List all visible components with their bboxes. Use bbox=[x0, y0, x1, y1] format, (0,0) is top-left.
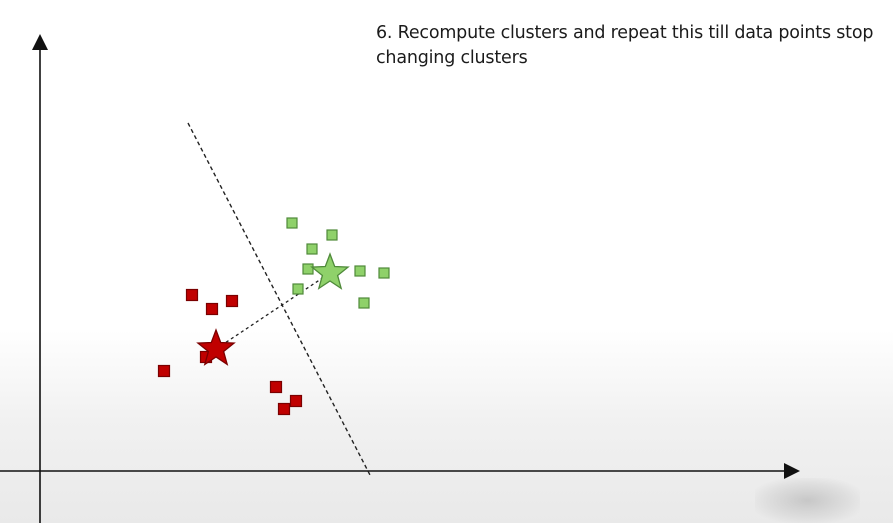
red-point-7 bbox=[277, 402, 291, 416]
green-point-6 bbox=[354, 265, 366, 277]
green-centroid-star bbox=[310, 252, 350, 290]
slide-caption: 6. Recompute clusters and repeat this ti… bbox=[376, 21, 891, 71]
caption-line-2: changing clusters bbox=[376, 48, 528, 68]
centroid-link bbox=[215, 272, 331, 350]
red-point-6 bbox=[269, 380, 283, 394]
green-point-5 bbox=[302, 263, 314, 275]
green-point-2 bbox=[306, 243, 318, 255]
boundary-line bbox=[187, 122, 371, 476]
red-centroid-star bbox=[196, 328, 236, 366]
red-point-8 bbox=[289, 394, 303, 408]
red-point-3 bbox=[205, 302, 219, 316]
axes bbox=[0, 34, 800, 523]
green-point-3 bbox=[326, 229, 338, 241]
data-points bbox=[157, 217, 390, 416]
green-point-7 bbox=[378, 267, 390, 279]
red-point-1 bbox=[157, 364, 171, 378]
centroid-connector bbox=[215, 272, 331, 350]
blurred-watermark bbox=[755, 478, 860, 523]
red-point-4 bbox=[225, 294, 239, 308]
cluster-boundary bbox=[187, 122, 371, 476]
green-point-8 bbox=[358, 297, 370, 309]
centroids bbox=[196, 252, 350, 366]
red-point-2 bbox=[185, 288, 199, 302]
caption-line-1: 6. Recompute clusters and repeat this ti… bbox=[376, 23, 874, 43]
green-point-4 bbox=[292, 283, 304, 295]
green-point-1 bbox=[286, 217, 298, 229]
